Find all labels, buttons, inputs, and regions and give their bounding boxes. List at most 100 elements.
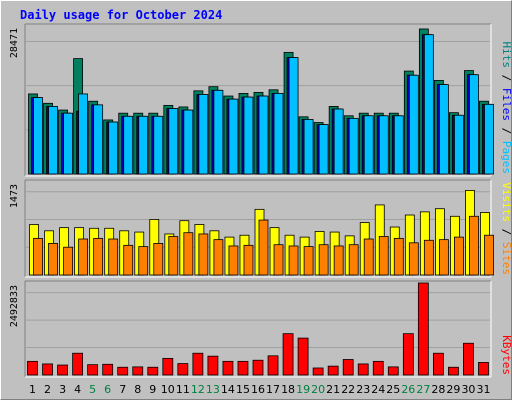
legend-files: Files: [500, 88, 512, 121]
x-tick-31: 31: [476, 383, 490, 396]
x-tick-14: 14: [221, 383, 235, 396]
legend-separator: /: [500, 68, 512, 88]
bar-pages-day-31: [484, 103, 494, 175]
x-tick-29: 29: [446, 383, 460, 396]
x-tick-1: 1: [29, 383, 36, 396]
bar-sites-day-4: [78, 238, 89, 276]
bar-sites-day-18: [288, 245, 299, 276]
legend-visits: Visits: [500, 182, 512, 222]
bar-sites-day-3: [63, 246, 73, 276]
bar-pages-day-14: [228, 98, 239, 175]
bar-sites-day-27: [423, 239, 434, 276]
bar-kbytes-day-6: [102, 363, 114, 376]
bar-kbytes-day-22: [342, 359, 354, 376]
x-tick-7: 7: [119, 383, 126, 396]
bar-kbytes-day-26: [402, 333, 414, 376]
bar-pages-day-18: [288, 57, 299, 175]
bar-kbytes-day-19: [297, 337, 309, 376]
bar-kbytes-day-28: [432, 352, 444, 376]
x-tick-10: 10: [161, 383, 175, 396]
bar-sites-day-25: [393, 237, 404, 276]
side-legend: Hits / Files / Pages: [500, 42, 512, 175]
x-tick-12: 12: [191, 383, 205, 396]
legend-separator: /: [500, 222, 512, 242]
bar-sites-day-22: [348, 244, 359, 276]
x-tick-27: 27: [416, 383, 430, 396]
bar-sites-day-31: [484, 234, 494, 276]
bar-sites-day-2: [48, 243, 58, 276]
bar-kbytes-day-25: [387, 366, 399, 376]
bar-kbytes-day-11: [177, 363, 189, 376]
bar-pages-day-10: [168, 108, 179, 175]
x-tick-3: 3: [59, 383, 66, 396]
bar-kbytes-day-2: [42, 363, 53, 376]
panel-2: 1473 Visits / Sites: [9, 179, 512, 278]
bar-pages-day-2: [48, 106, 58, 175]
bar-kbytes-day-17: [267, 355, 279, 376]
bar-sites-day-28: [438, 239, 449, 276]
bar-sites-day-20: [318, 244, 329, 276]
bar-kbytes-day-4: [72, 352, 84, 376]
bar-pages-day-20: [318, 124, 329, 175]
x-tick-23: 23: [356, 383, 370, 396]
x-tick-24: 24: [371, 383, 385, 396]
bar-kbytes-day-3: [57, 364, 68, 376]
bar-pages-day-19: [303, 119, 314, 175]
x-tick-6: 6: [104, 383, 111, 396]
bar-kbytes-day-27: [417, 282, 429, 376]
bar-kbytes-day-15: [237, 360, 249, 376]
bar-sites-day-19: [303, 246, 314, 276]
bar-pages-day-6: [108, 121, 119, 175]
panel-1: 28471 Hits / Files / Pages: [9, 23, 512, 177]
bar-sites-day-12: [198, 233, 209, 276]
bar-sites-day-16: [258, 219, 269, 276]
bar-pages-day-3: [63, 112, 73, 175]
bar-kbytes-day-18: [282, 333, 294, 376]
side-legend: KBytes: [500, 335, 512, 375]
bar-kbytes-day-24: [372, 360, 384, 376]
x-tick-30: 30: [461, 383, 475, 396]
x-tick-15: 15: [236, 383, 250, 396]
x-tick-17: 17: [266, 383, 280, 396]
legend-kbytes: KBytes: [500, 335, 512, 375]
x-tick-4: 4: [74, 383, 81, 396]
bar-pages-day-12: [198, 94, 209, 175]
bar-kbytes-day-30: [463, 342, 474, 376]
x-tick-11: 11: [176, 383, 190, 396]
bar-sites-day-1: [33, 237, 43, 276]
bar-pages-day-17: [273, 93, 284, 175]
bar-pages-day-30: [469, 74, 479, 175]
bar-pages-day-28: [438, 84, 449, 175]
bar-sites-day-6: [108, 238, 119, 276]
y-max-label: 2492833: [9, 285, 20, 327]
bar-pages-day-25: [393, 115, 404, 175]
bar-pages-day-24: [378, 115, 389, 175]
x-tick-13: 13: [206, 383, 220, 396]
bar-sites-day-29: [454, 236, 464, 276]
bar-kbytes-day-12: [192, 352, 204, 376]
bar-kbytes-day-14: [222, 360, 234, 376]
panel-3: 2492833 KBytes: [9, 280, 512, 378]
bar-kbytes-day-13: [207, 355, 219, 376]
bar-pages-day-7: [123, 115, 134, 175]
x-tick-8: 8: [134, 383, 141, 396]
legend-separator: /: [500, 121, 512, 141]
bar-pages-day-1: [33, 97, 43, 175]
y-max-label: 1473: [9, 184, 20, 208]
bar-kbytes-day-9: [147, 366, 159, 376]
bar-kbytes-day-23: [357, 363, 369, 376]
bar-pages-day-9: [153, 115, 164, 175]
bar-pages-day-13: [213, 89, 224, 175]
bar-pages-day-4: [78, 93, 89, 175]
bar-kbytes-day-5: [87, 364, 99, 376]
x-tick-25: 25: [386, 383, 400, 396]
bar-sites-day-24: [378, 236, 389, 276]
x-tick-22: 22: [341, 383, 355, 396]
bar-kbytes-day-20: [312, 367, 324, 376]
bar-pages-day-21: [333, 108, 344, 175]
bar-pages-day-22: [348, 117, 359, 175]
chart-title: Daily usage for October 2024: [20, 8, 222, 22]
bar-pages-day-11: [183, 109, 194, 175]
x-tick-21: 21: [326, 383, 340, 396]
bar-sites-day-13: [213, 239, 224, 276]
